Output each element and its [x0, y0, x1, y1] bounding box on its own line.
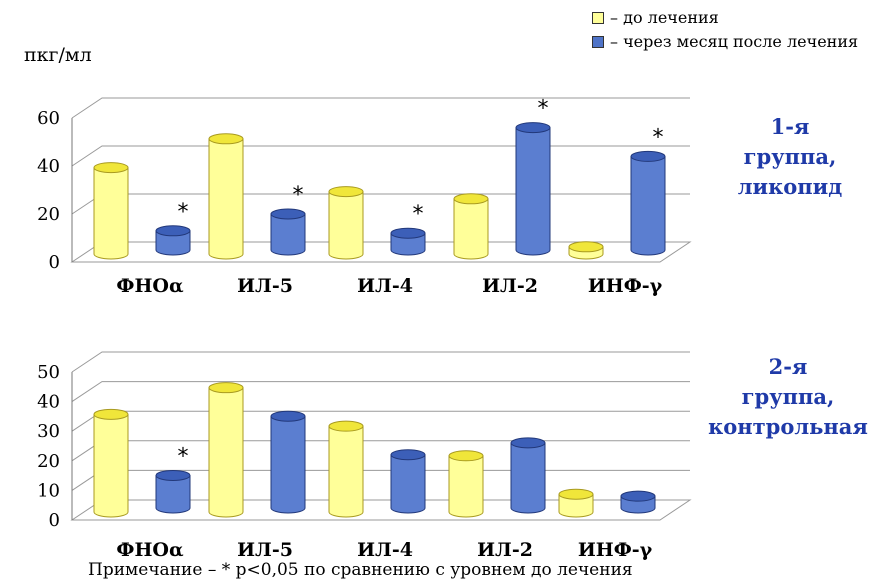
chart-2-gridline	[71, 351, 690, 373]
chart-2-gridline	[71, 381, 690, 403]
chart-2-bar-before-3	[448, 450, 484, 518]
y-axis-unit-label: пкг/мл	[24, 44, 92, 66]
chart-1-category-label: ИЛ-5	[237, 275, 293, 297]
footnote: Примечание – * р<0,05 по сравнению с уро…	[88, 560, 633, 580]
chart-2-bar-after-3	[510, 437, 546, 514]
chart-1-bar-before-1	[208, 133, 244, 260]
chart-1-bar-before-4	[568, 241, 604, 260]
chart-1-bar-after-3	[515, 122, 551, 256]
chart-1-significance-marker: *	[178, 200, 189, 225]
chart-2-category-label: ИЛ-4	[357, 539, 413, 561]
legend-label-before: – до лечения	[610, 8, 719, 27]
chart-1-bar-after-4	[630, 150, 666, 256]
chart-2-y-tick-label: 50	[37, 362, 60, 383]
chart-1-bar-after-1	[270, 208, 306, 256]
legend-swatch-before	[592, 12, 604, 24]
chart-1-gridline	[71, 145, 690, 167]
chart-2-bar-after-1	[270, 410, 306, 514]
chart-2-bar-after-0	[155, 469, 191, 514]
chart-1-gridline	[71, 97, 690, 119]
legend: – до лечения – через месяц после лечения	[592, 6, 858, 54]
chart-1-bar-before-0	[93, 162, 129, 260]
chart-2-bar-before-4	[558, 488, 594, 518]
group-1-label-line-2: группа,	[743, 144, 837, 169]
chart-1-category-label: ФНОα	[116, 275, 184, 297]
chart-1-significance-marker: *	[293, 183, 304, 208]
group-2-label: 2-я группа, контрольная	[688, 352, 888, 442]
group-2-label-line-3: контрольная	[708, 414, 868, 439]
chart-1-gridline	[71, 193, 690, 215]
chart-2-significance-marker: *	[178, 444, 189, 469]
chart-2-y-tick-label: 40	[37, 392, 60, 413]
chart-2-y-tick-label: 10	[37, 480, 60, 501]
chart-2-gridline	[71, 410, 690, 432]
chart-1-bar-before-2	[328, 186, 364, 260]
chart-1-significance-marker: *	[413, 202, 424, 227]
chart-1-bar-after-2	[390, 227, 426, 256]
chart-1-bar-after-0	[155, 225, 191, 256]
chart-1-y-tick-label: 20	[37, 204, 60, 225]
chart-1-category-label: ИЛ-4	[357, 275, 413, 297]
chart-2-y-tick-label: 20	[37, 451, 60, 472]
chart-1-y-tick-label: 60	[37, 108, 60, 129]
chart-1-category-label: ИНФ-γ	[588, 275, 663, 297]
chart-1-category-label: ИЛ-2	[482, 275, 538, 297]
chart-2-bar-before-2	[328, 420, 364, 518]
group-1-label: 1-я группа, ликопид	[700, 112, 880, 202]
chart-2-bar-after-2	[390, 449, 426, 514]
chart-2-bar-before-1	[208, 382, 244, 518]
group-1-label-line-3: ликопид	[737, 174, 843, 199]
chart-2-category-label: ИЛ-5	[237, 539, 293, 561]
legend-item-before: – до лечения	[592, 6, 858, 30]
chart-1-significance-marker: *	[538, 97, 549, 122]
chart-1-bar-before-3	[453, 193, 489, 260]
chart-1-significance-marker: *	[653, 125, 664, 150]
chart-2-gridline	[71, 440, 690, 462]
chart-1-y-tick-label: 40	[37, 156, 60, 177]
group-1-label-line-1: 1-я	[770, 114, 810, 139]
group-2-label-line-1: 2-я	[768, 354, 808, 379]
chart-2-category-label: ИНФ-γ	[578, 539, 653, 561]
chart-2-category-label: ФНОα	[116, 539, 184, 561]
legend-swatch-after	[592, 36, 604, 48]
chart-2-bar-before-0	[93, 408, 129, 518]
chart-2-bar-after-4	[620, 490, 656, 514]
chart-2-y-tick-label: 0	[49, 510, 60, 531]
chart-1-y-tick-label: 0	[49, 252, 60, 273]
legend-label-after: – через месяц после лечения	[610, 32, 859, 51]
legend-item-after: – через месяц после лечения	[592, 30, 858, 54]
group-2-label-line-2: группа,	[741, 384, 835, 409]
chart-2-category-label: ИЛ-2	[477, 539, 533, 561]
chart-2-y-tick-label: 30	[37, 421, 60, 442]
